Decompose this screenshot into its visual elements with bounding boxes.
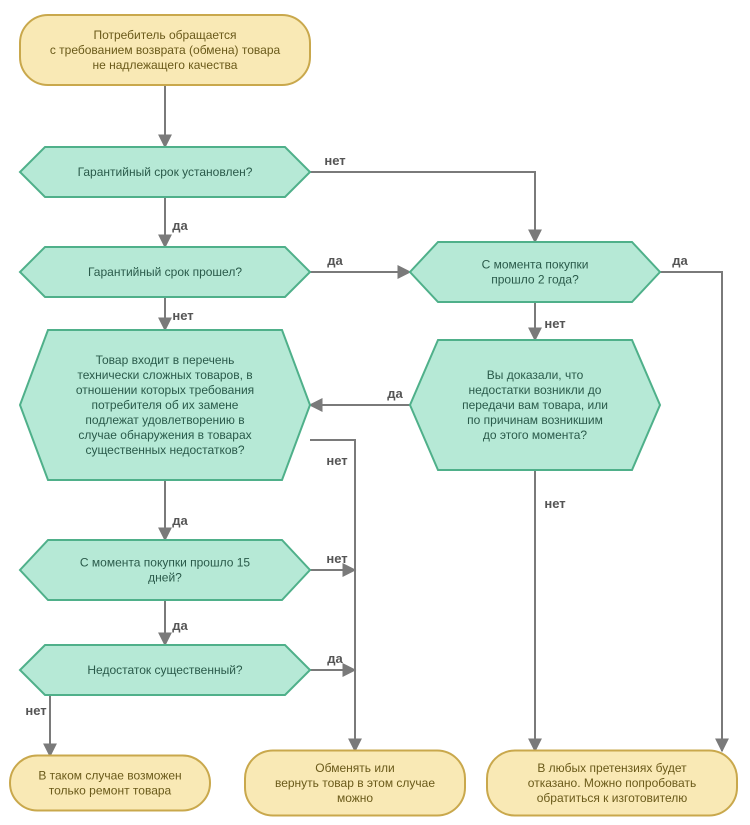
node-text-line: прошло 2 года? [491,273,579,287]
node-text-line: Потребитель обращается [93,28,236,42]
terminal-end_refuse: В любых претензиях будетотказано. Можно … [487,751,737,816]
node-text-line: существенных недостатков? [85,443,244,457]
decision-q_warranty_passed: Гарантийный срок прошел? [20,247,310,297]
node-text-line: можно [337,791,373,805]
decision-q_warranty_set: Гарантийный срок установлен? [20,147,310,197]
node-text-line: Гарантийный срок установлен? [78,165,253,179]
edge-label: нет [544,496,565,511]
flowchart-canvas: да нет нет да нет да да нет да нет нет да да нет Потре… [0,0,750,825]
node-text-line: технически сложных товаров, в [77,368,252,382]
edge [660,272,722,751]
node-text-line: Товар входит в перечень [96,353,235,367]
node-text-line: подлежат удовлетворению в [85,413,244,427]
terminal-end_repair: В таком случае возможентолько ремонт тов… [10,756,210,811]
edge-label: нет [326,551,347,566]
edge-label: нет [324,153,345,168]
edge-label: да [387,386,403,401]
nodes-group: Потребитель обращаетсяс требованием возв… [10,15,737,816]
node-text-line: до этого момента? [483,428,588,442]
node-text-line: не надлежащего качества [93,58,238,72]
edge-label: да [172,618,188,633]
edge [310,440,355,751]
decision-q_two_years: С момента покупкипрошло 2 года? [410,242,660,302]
node-text-line: только ремонт товара [49,784,172,798]
edge-label: нет [544,316,565,331]
node-text-line: дней? [148,571,182,585]
node-text-line: передачи вам товара, или [462,398,608,412]
node-text-line: С момента покупки прошло 15 [80,556,250,570]
node-text-line: обратиться к изготовителю [537,791,687,805]
edge-label: нет [326,453,347,468]
edge-label: да [327,253,343,268]
node-text-line: В любых претензиях будет [537,761,687,775]
edge-label: нет [172,308,193,323]
node-text-line: с требованием возврата (обмена) товара [50,43,281,57]
node-text-line: недостатки возникли до [469,383,602,397]
node-text-line: Гарантийный срок прошел? [88,265,242,279]
node-text-line: вернуть товар в этом случае [275,776,435,790]
node-text-line: Вы доказали, что [487,368,584,382]
decision-q_tech_complex: Товар входит в переченьтехнически сложны… [20,330,310,480]
decision-q_15days: С момента покупки прошло 15дней? [20,540,310,600]
decision-q_essential: Недостаток существенный? [20,645,310,695]
edge [310,172,535,242]
node-text-line: С момента покупки [482,258,589,272]
edge-label: да [172,513,188,528]
node-text-line: случае обнаружения в товарах [78,428,251,442]
node-text-line: В таком случае возможен [38,769,181,783]
terminal-start: Потребитель обращаетсяс требованием возв… [20,15,310,85]
node-text-line: отказано. Можно попробовать [528,776,696,790]
edge-label: да [672,253,688,268]
edge-label: нет [25,703,46,718]
node-text-line: по причинам возникшим [467,413,603,427]
terminal-end_return: Обменять иливернуть товар в этом случаем… [245,751,465,816]
edge-label: да [327,651,343,666]
node-text-line: Обменять или [315,761,394,775]
node-text-line: потребителя об их замене [92,398,239,412]
decision-q_proved: Вы доказали, чтонедостатки возникли допе… [410,340,660,470]
edge-label: да [172,218,188,233]
node-text-line: отношении которых требования [76,383,254,397]
node-text-line: Недостаток существенный? [87,663,243,677]
